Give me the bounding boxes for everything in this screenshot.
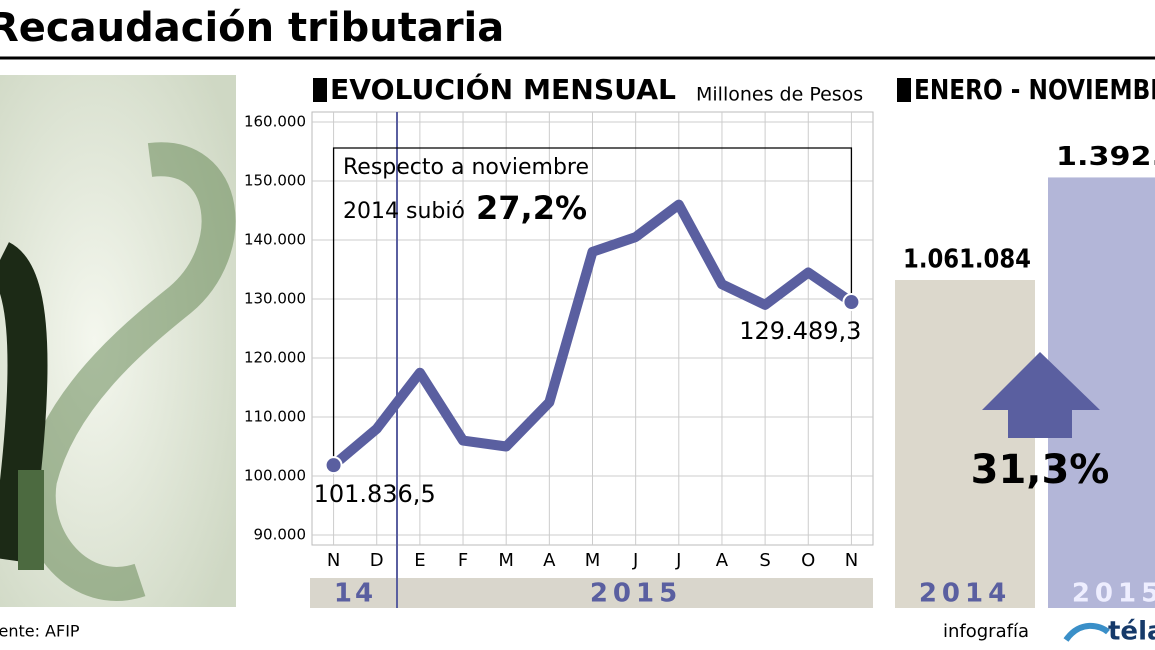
data-point	[324, 456, 343, 475]
y-tick-label: 120.000	[244, 348, 306, 366]
chart-title: EVOLUCIÓN MENSUAL	[330, 72, 676, 106]
page-title: Recaudación tributaria	[0, 5, 504, 51]
agency: télam	[1108, 617, 1155, 647]
bar-value-label: 1.392.9	[1056, 142, 1155, 172]
x-tick-label: J	[632, 550, 638, 571]
x-tick-label: F	[458, 550, 468, 571]
y-tick-label: 150.000	[244, 172, 306, 190]
annotation: Respecto a noviembre	[343, 155, 589, 180]
y-tick-label: 100.000	[244, 466, 306, 484]
annotation-box	[332, 147, 853, 466]
x-tick-label: S	[759, 550, 770, 571]
data-line	[330, 199, 855, 469]
bar-value-label: 1.061.084	[903, 245, 1031, 275]
x-tick-label: M	[585, 550, 601, 571]
data-point	[842, 293, 861, 312]
heading-marker	[897, 78, 911, 102]
x-tick-label: 2015	[1072, 579, 1155, 609]
year-label: 2015	[590, 579, 682, 609]
y-tick-label: 90.000	[254, 525, 307, 543]
x-tick-label: D	[370, 550, 384, 571]
bar	[895, 280, 1035, 608]
year-label: 14	[334, 579, 376, 609]
chart-title: ENERO - NOVIEMBRE	[914, 73, 1155, 106]
x-tick-label: J	[675, 550, 681, 571]
x-tick-label: N	[327, 550, 340, 571]
growth-label: 31,3%	[971, 447, 1110, 493]
increase-arrow	[982, 352, 1100, 438]
x-tick-label: M	[498, 550, 514, 571]
heading-marker	[313, 78, 327, 102]
y-tick-label: 140.000	[244, 231, 306, 249]
credit: infografía	[943, 621, 1029, 642]
y-tick-label: 160.000	[244, 113, 306, 131]
chart-subtitle: Millones de Pesos	[696, 84, 863, 106]
annotation: 2014 subió	[343, 199, 465, 224]
x-tick-label: A	[716, 550, 729, 571]
year-band	[310, 578, 873, 608]
agency-logo	[1063, 622, 1110, 642]
data-label: 129.489,3	[739, 317, 861, 345]
illustration	[0, 75, 236, 607]
source: Fuente: AFIP	[0, 622, 80, 641]
y-tick-label: 130.000	[244, 290, 306, 308]
y-tick-label: 110.000	[244, 407, 306, 425]
x-tick-label: O	[801, 550, 815, 571]
annotation-value: 27,2%	[476, 189, 587, 227]
x-tick-label: A	[543, 550, 556, 571]
x-tick-label: 2014	[919, 579, 1011, 609]
data-label: 101.836,5	[314, 480, 436, 508]
x-tick-label: N	[845, 550, 858, 571]
x-tick-label: E	[414, 550, 425, 571]
